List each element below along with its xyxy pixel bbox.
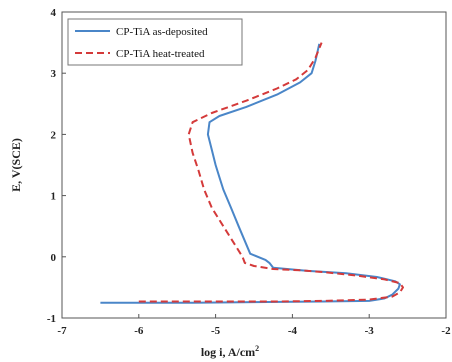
legend-label-heat-treated: CP-TiA heat-treated (116, 48, 205, 60)
x-axis-label-superscript: 2 (255, 344, 259, 353)
y-axis: -1 0 1 2 3 4 (47, 7, 66, 325)
y-tick-label: -1 (47, 313, 56, 325)
series-layer (100, 42, 404, 304)
x-tick-label: -7 (57, 325, 67, 337)
y-tick-label: 1 (51, 191, 57, 203)
x-axis-label: log i, A/cm2 (201, 344, 259, 359)
legend-label-as-deposited: CP-TiA as-deposited (116, 26, 208, 38)
x-tick-label: -2 (441, 325, 451, 337)
x-axis: -7 -6 -5 -4 -3 -2 (57, 314, 451, 337)
y-axis-label: E, V(SCE) (9, 138, 23, 192)
y-tick-label: 4 (51, 7, 57, 19)
series-line-heat-treated (138, 42, 404, 303)
y-tick-label: 2 (51, 129, 57, 141)
x-tick-label: -4 (288, 325, 298, 337)
x-tick-label: -3 (365, 325, 375, 337)
x-tick-label: -5 (211, 325, 221, 337)
legend-box (67, 18, 243, 66)
legend: CP-TiA as-deposited CP-TiA heat-treated (67, 18, 243, 66)
y-tick-label: 3 (51, 68, 57, 80)
y-tick-label: 0 (51, 252, 57, 264)
x-tick-label: -6 (134, 325, 144, 337)
x-axis-label-text: log i, A/cm (201, 345, 255, 359)
